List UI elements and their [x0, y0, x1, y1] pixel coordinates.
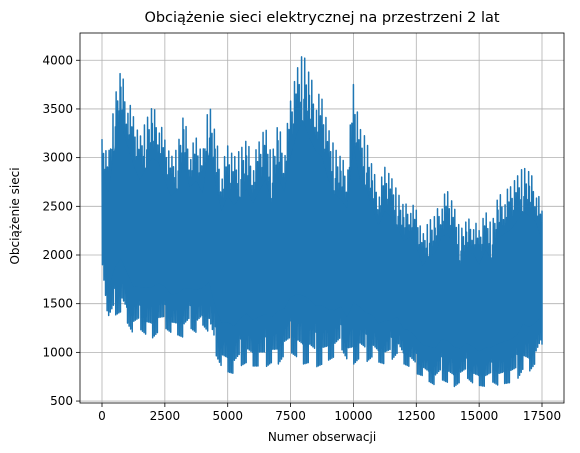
y-tick-label: 2500	[42, 199, 73, 213]
y-tick-label: 4000	[42, 53, 73, 67]
x-tick-label: 2500	[150, 409, 181, 423]
y-tick-label: 1000	[42, 345, 73, 359]
x-tick-label: 5000	[212, 409, 243, 423]
axes: 0 2500 5000 7500 10000 12500 15000 17500 500 1000…	[42, 32, 565, 423]
series-group	[101, 56, 543, 388]
x-tick-label: 7500	[275, 409, 306, 423]
x-tick-label: 12500	[397, 409, 435, 423]
y-tick-label: 3000	[42, 151, 73, 165]
x-tick-label: 17500	[523, 409, 561, 423]
x-tick-label: 0	[98, 409, 106, 423]
y-tick-label: 2000	[42, 248, 73, 262]
y-axis-label: Obciążenie sieci	[8, 167, 22, 264]
chart-title: Obciążenie sieci elektrycznej na przestr…	[144, 10, 499, 26]
series-core-band	[102, 121, 542, 352]
plot-frame	[79, 32, 565, 404]
x-tick-label: 10000	[334, 409, 372, 423]
y-tick-label: 500	[50, 394, 73, 408]
y-tick-label: 1500	[42, 297, 73, 311]
x-tick-label: 15000	[460, 409, 498, 423]
x-axis-label: Numer obserwacji	[268, 430, 376, 444]
y-tick-label: 3500	[42, 102, 73, 116]
